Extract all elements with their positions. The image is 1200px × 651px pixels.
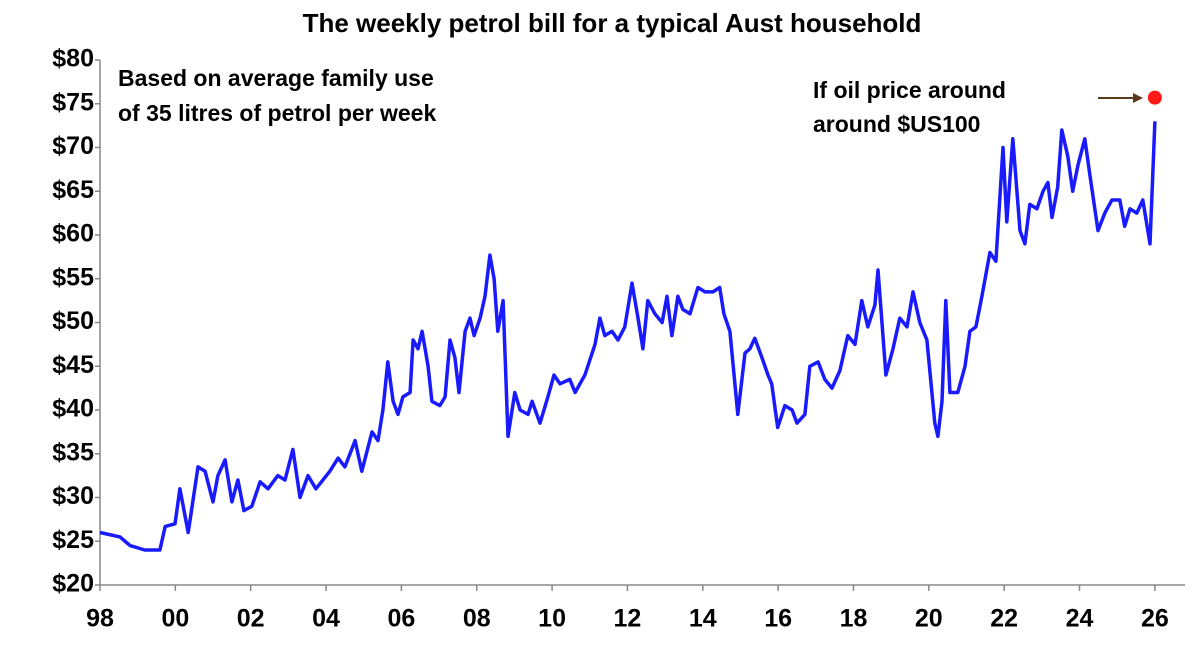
y-tick-label: $70 — [52, 132, 94, 160]
y-tick-label: $80 — [52, 45, 94, 73]
y-tick-label: $25 — [52, 526, 94, 554]
annotation-point — [1147, 90, 1162, 105]
chart-title: The weekly petrol bill for a typical Aus… — [303, 8, 922, 38]
x-tick-label: 98 — [86, 605, 114, 633]
annotation: around $US100 — [813, 111, 980, 137]
y-tick-label: $65 — [52, 176, 94, 204]
annotation: Based on average family use — [118, 65, 434, 91]
x-tick-label: 04 — [312, 605, 340, 633]
x-tick-label: 12 — [614, 605, 642, 633]
y-tick-label: $20 — [52, 570, 94, 598]
y-tick-label: $35 — [52, 438, 94, 466]
y-tick-label: $60 — [52, 220, 94, 248]
annotation: If oil price around — [813, 77, 1006, 103]
y-tick-label: $30 — [52, 482, 94, 510]
y-tick-label: $55 — [52, 263, 94, 291]
annotation: of 35 litres of petrol per week — [118, 100, 436, 126]
x-tick-label: 10 — [538, 605, 566, 633]
x-tick-label: 26 — [1141, 605, 1169, 633]
y-tick-label: $50 — [52, 307, 94, 335]
x-tick-label: 24 — [1066, 605, 1094, 633]
x-tick-label: 00 — [161, 605, 189, 633]
x-tick-label: 22 — [990, 605, 1018, 633]
x-tick-label: 02 — [237, 605, 265, 633]
y-tick-label: $40 — [52, 395, 94, 423]
line-series — [99, 121, 1157, 552]
x-tick-label: 08 — [463, 605, 491, 633]
arrow-head — [1133, 93, 1143, 103]
y-tick-label: $75 — [52, 88, 94, 116]
x-tick-label: 14 — [689, 605, 717, 633]
x-tick-label: 06 — [387, 605, 415, 633]
x-tick-label: 16 — [764, 605, 792, 633]
x-tick-label: 20 — [915, 605, 943, 633]
y-tick-label: $45 — [52, 351, 94, 379]
x-tick-label: 18 — [840, 605, 868, 633]
